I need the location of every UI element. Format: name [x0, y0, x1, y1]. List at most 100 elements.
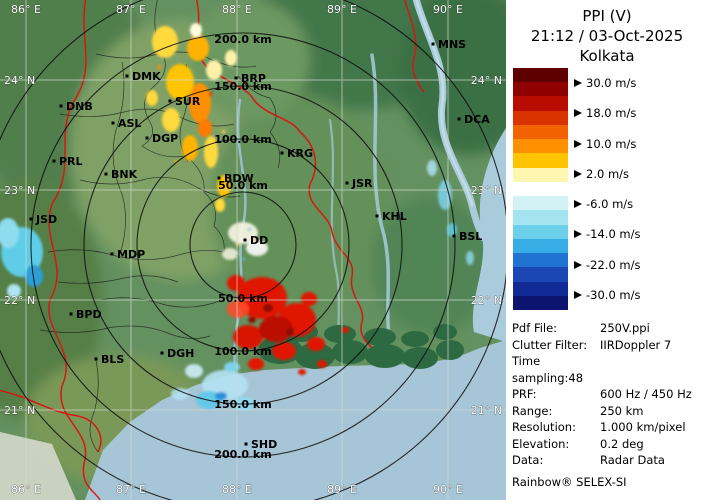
colorbar-tick: -14.0 m/s	[574, 227, 640, 241]
station-dot	[104, 172, 108, 176]
latitude-label-right: 22° N	[471, 294, 502, 307]
colorbar-segment	[513, 82, 568, 97]
tick-arrow-icon	[574, 169, 582, 178]
info-label: Resolution:	[512, 420, 576, 434]
station-dot	[244, 442, 248, 446]
colorbar-label: -22.0 m/s	[586, 257, 641, 272]
colorbar-label: -6.0 m/s	[586, 197, 634, 212]
colorbar-tick: -30.0 m/s	[574, 288, 640, 302]
graticule	[0, 0, 506, 500]
longitude-label-top: 87° E	[116, 3, 146, 16]
tick-arrow-icon	[574, 290, 582, 299]
colorbar-segment	[513, 267, 568, 282]
colorbar-label: 18.0 m/s	[586, 106, 637, 121]
longitude-label-bottom: 86° E	[11, 483, 41, 496]
range-ring-label: 150.0 km	[214, 80, 271, 93]
info-row: Resolution: 1.000 km/pixel	[512, 419, 702, 436]
info-row: Range: 250 km	[512, 403, 702, 420]
colorbar-tick: 10.0 m/s	[574, 137, 636, 151]
station-label: SUR	[175, 95, 201, 108]
colorbar-segment	[513, 210, 568, 225]
station-dot	[69, 312, 73, 316]
colorbar-segment	[513, 124, 568, 140]
info-panel: PPI (V) 21:12 / 03-Oct-2025 Kolkata 30.0…	[506, 0, 706, 500]
info-value: 0.2 deg	[600, 436, 644, 451]
latitude-label-right: 21° N	[471, 404, 502, 417]
radar-map[interactable]: 86° E 86° E 87° E 87° E 88° E 88° E 89° E 89° E…	[0, 0, 538, 504]
info-value: IIRDoppler 7	[600, 337, 672, 352]
longitude-label-top: 90° E	[433, 3, 463, 16]
velocity-colorbar	[513, 68, 568, 310]
station-dot	[52, 159, 56, 163]
station-dot	[452, 234, 456, 238]
radar-station-name: Kolkata	[579, 47, 635, 65]
radar-echo-layer	[0, 23, 474, 411]
station-dot	[345, 181, 349, 185]
station-label: KHL	[382, 210, 407, 223]
info-label: Time sampling:48	[512, 354, 584, 385]
station-label: DD	[250, 234, 268, 247]
tick-arrow-icon	[574, 260, 582, 269]
info-value	[600, 353, 702, 386]
station-dot	[145, 136, 149, 140]
station-dot	[29, 217, 33, 221]
info-row: PRF: 600 Hz / 450 Hz	[512, 386, 702, 403]
station-label: SHD	[251, 438, 277, 451]
station-dot	[280, 151, 284, 155]
colorbar-label: 2.0 m/s	[586, 166, 630, 181]
colorbar-segment	[513, 253, 568, 268]
range-ring-label: 200.0 km	[214, 33, 271, 46]
radar-map-canvas[interactable]: 86° E 86° E 87° E 87° E 88° E 88° E 89° E 89° E…	[0, 0, 538, 504]
longitude-label-bottom: 90° E	[433, 483, 463, 496]
rivers	[232, 0, 488, 374]
latitude-label-left: 21° N	[4, 404, 35, 417]
colorbar-label: -14.0 m/s	[586, 227, 641, 242]
station-dot	[243, 238, 247, 242]
station-label: DGH	[167, 347, 194, 360]
colorbar-label: 10.0 m/s	[586, 136, 637, 151]
colorbar-label: -30.0 m/s	[586, 287, 641, 302]
tick-arrow-icon	[574, 109, 582, 118]
station-label: BDW	[224, 172, 254, 185]
longitude-label-bottom: 87° E	[116, 483, 146, 496]
colorbar-segment	[513, 68, 568, 83]
out-of-range-corner	[0, 432, 76, 500]
latitude-label-right: 24° N	[471, 74, 502, 87]
station-label: DMK	[132, 70, 161, 83]
colorbar-segment	[513, 167, 568, 182]
latitude-label-left: 24° N	[4, 74, 35, 87]
station-dot	[160, 351, 164, 355]
colorbar-segment	[513, 96, 568, 111]
station-dot	[94, 357, 98, 361]
map-labels: 86° E 86° E 87° E 87° E 88° E 88° E 89° E 89° E…	[4, 3, 502, 496]
station-dot	[125, 74, 129, 78]
colorbar-label: 30.0 m/s	[586, 76, 637, 91]
software-brand: Rainbow® SELEX-SI	[512, 474, 627, 489]
range-ring-label: 50.0 km	[218, 179, 268, 192]
colorbar-segment	[513, 196, 568, 211]
station-label: BSL	[459, 230, 482, 243]
station-dot	[457, 117, 461, 121]
range-ring-label: 100.0 km	[214, 133, 271, 146]
district-boundaries	[39, 0, 281, 453]
info-value: 1.000 km/pixel	[600, 420, 686, 434]
station-label: BRP	[241, 72, 266, 85]
info-label: Data:	[512, 453, 544, 467]
colorbar-segment	[513, 110, 568, 125]
station-label: BLS	[101, 353, 124, 366]
info-row: Data: Radar Data	[512, 452, 702, 469]
station-dot	[59, 104, 63, 108]
colorbar-tick: -22.0 m/s	[574, 258, 640, 272]
tick-arrow-icon	[574, 200, 582, 209]
station-label: BPD	[76, 308, 102, 321]
station-dot	[110, 252, 114, 256]
station-label: KRG	[287, 147, 313, 160]
colorbar-tick: 2.0 m/s	[574, 167, 629, 181]
station-label: BNK	[111, 168, 138, 181]
info-row: Clutter Filter: IIRDoppler 7	[512, 337, 702, 354]
info-label: Pdf File:	[512, 321, 558, 335]
station-label: ASL	[118, 117, 141, 130]
colorbar-segment	[513, 139, 568, 154]
colorbar-tick: 30.0 m/s	[574, 76, 636, 90]
colorbar-segment	[513, 238, 568, 254]
